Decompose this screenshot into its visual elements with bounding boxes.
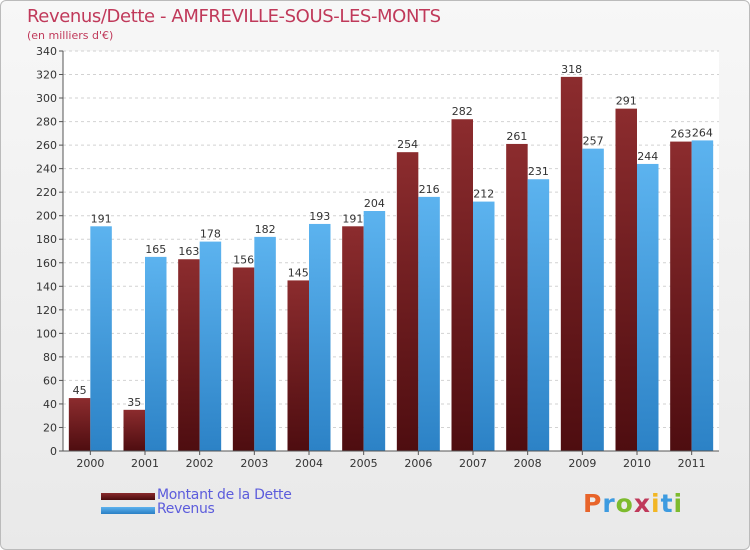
y-tick-label: 220 (36, 186, 57, 199)
x-tick-label-2010: 2010 (623, 457, 651, 470)
data-label-revenus-2003: 182 (255, 223, 276, 236)
data-label-dette-2011: 263 (670, 128, 691, 141)
y-tick-label: 80 (43, 351, 57, 364)
bar-revenus-2006 (418, 196, 440, 451)
data-label-revenus-2011: 264 (692, 126, 713, 139)
chart-title: Revenus/Dette - AMFREVILLE-SOUS-LES-MONT… (27, 6, 441, 27)
bar-revenus-2009 (582, 148, 604, 451)
x-tick-label-2005: 2005 (350, 457, 378, 470)
chart-subtitle: (en milliers d'€) (27, 29, 114, 42)
bar-dette-2006 (396, 152, 419, 452)
data-label-revenus-2008: 231 (528, 165, 549, 178)
data-label-revenus-2006: 216 (419, 183, 440, 196)
data-label-revenus-2009: 257 (583, 135, 604, 148)
data-label-revenus-2000: 191 (91, 212, 112, 225)
logo-letter: P (583, 489, 603, 518)
y-tick-label: 200 (36, 210, 57, 223)
x-tick-label-2006: 2006 (404, 457, 432, 470)
legend-swatch-dette (101, 493, 155, 500)
bar-revenus-2003 (254, 236, 276, 451)
logo-letter: i (651, 489, 661, 518)
bar-revenus-2007 (473, 201, 495, 451)
bar-dette-2005 (342, 226, 364, 451)
y-tick-label: 60 (43, 374, 57, 387)
bar-revenus-2001 (145, 256, 167, 451)
bar-dette-2011 (670, 141, 692, 451)
x-tick-label-2011: 2011 (678, 457, 706, 470)
legend-swatch-revenus (101, 507, 155, 514)
data-label-dette-2003: 156 (233, 253, 254, 266)
data-label-dette-2006: 254 (397, 138, 418, 151)
logo-letter: x (633, 489, 651, 518)
bar-revenus-2004 (309, 223, 331, 451)
bar-dette-2009 (560, 76, 583, 451)
x-tick-label-2000: 2000 (76, 457, 104, 470)
y-tick-label: 160 (36, 257, 57, 270)
bar-dette-2000 (68, 398, 91, 451)
y-tick-label: 280 (36, 116, 57, 129)
logo-letter: r (602, 489, 616, 518)
logo-letter: t (660, 489, 674, 518)
y-tick-label: 120 (36, 304, 57, 317)
x-tick-label-2004: 2004 (295, 457, 323, 470)
y-tick-label: 0 (50, 445, 57, 458)
y-tick-label: 20 (43, 421, 57, 434)
y-tick-label: 340 (36, 45, 57, 58)
bar-revenus-2008 (527, 179, 550, 451)
x-tick-label-2002: 2002 (186, 457, 214, 470)
bar-dette-2003 (232, 267, 255, 451)
x-tick-label-2003: 2003 (240, 457, 268, 470)
data-label-dette-2002: 163 (178, 245, 199, 258)
data-label-dette-2007: 282 (452, 105, 473, 118)
y-tick-label: 40 (43, 398, 57, 411)
y-tick-label: 260 (36, 139, 57, 152)
plot-area (63, 51, 719, 451)
data-label-revenus-2005: 204 (364, 197, 385, 210)
x-tick-label-2008: 2008 (514, 457, 542, 470)
data-label-revenus-2004: 193 (309, 210, 330, 223)
x-tick-label-2001: 2001 (131, 457, 159, 470)
y-tick-label: 300 (36, 92, 57, 105)
y-tick-label: 180 (36, 233, 57, 246)
x-tick-label-2009: 2009 (568, 457, 596, 470)
data-label-dette-2000: 45 (73, 384, 87, 397)
bar-revenus-2011 (691, 140, 714, 452)
y-tick-label: 100 (36, 327, 57, 340)
data-label-dette-2008: 261 (506, 130, 527, 143)
data-label-revenus-2001: 165 (145, 243, 166, 256)
y-tick-label: 140 (36, 280, 57, 293)
legend-label-dette: Montant de la Dette (157, 487, 292, 503)
bar-dette-2010 (615, 108, 637, 451)
y-tick-label: 240 (36, 163, 57, 176)
data-label-revenus-2010: 244 (637, 150, 658, 163)
bar-dette-2002 (178, 259, 200, 451)
bar-revenus-2010 (637, 163, 659, 452)
bar-dette-2007 (451, 119, 473, 451)
bar-revenus-2000 (90, 226, 112, 451)
data-label-dette-2001: 35 (127, 396, 141, 409)
bar-dette-2008 (506, 143, 528, 452)
y-tick-label: 320 (36, 69, 57, 82)
data-label-dette-2004: 145 (288, 266, 309, 279)
x-tick-label-2007: 2007 (459, 457, 487, 470)
logo-letter: i (673, 489, 684, 518)
data-label-dette-2005: 191 (342, 212, 363, 225)
bar-dette-2001 (123, 409, 145, 451)
bar-revenus-2002 (199, 241, 222, 451)
data-label-revenus-2002: 178 (200, 228, 221, 241)
proxiti-logo: Proxiti (583, 489, 683, 518)
data-label-revenus-2007: 212 (473, 188, 494, 201)
logo-letter: o (615, 489, 634, 518)
bar-revenus-2005 (363, 211, 386, 451)
legend-label-revenus: Revenus (157, 501, 215, 517)
bar-dette-2004 (287, 280, 309, 451)
data-label-dette-2010: 291 (616, 95, 637, 108)
data-label-dette-2009: 318 (561, 63, 582, 76)
